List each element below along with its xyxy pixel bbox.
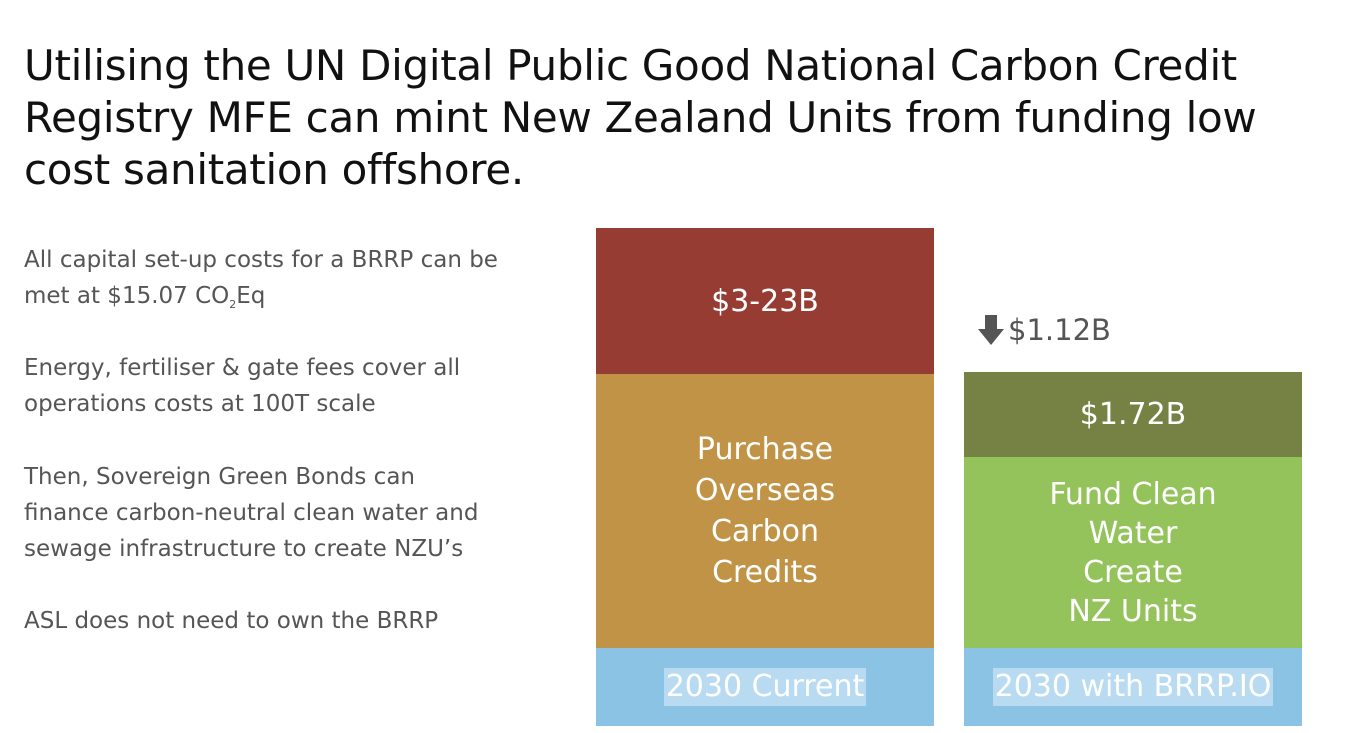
title-line-3: cost sanitation offshore. <box>24 145 524 194</box>
current-middle-text: Purchase Overseas Carbon Credits <box>695 429 835 593</box>
co2-subscript: 2 <box>229 298 237 311</box>
brrp-top-value: $1.72B <box>1079 397 1187 432</box>
brrp-base-label: 2030 with BRRP.IO <box>992 668 1274 706</box>
brrp-base-block: 2030 with BRRP.IO <box>964 648 1302 726</box>
brrp-middle-line-2: Water <box>1088 515 1178 551</box>
current-top-value: $3-23B <box>711 283 819 319</box>
point-1-line-1: All capital set-up costs for a BRRP can … <box>24 247 498 273</box>
point-2-line-1: Energy, fertiliser & gate fees cover all <box>24 355 461 381</box>
title-line-1: Utilising the UN Digital Public Good Nat… <box>24 41 1237 90</box>
point-3-line-2: finance carbon-neutral clean water and <box>24 500 479 526</box>
brrp-middle-line-1: Fund Clean <box>1049 476 1217 512</box>
point-3-line-1: Then, Sovereign Green Bonds can <box>24 464 415 490</box>
point-2-line-2: operations costs at 100T scale <box>24 391 376 417</box>
current-middle-line-3: Carbon <box>710 514 820 549</box>
slide-title: Utilising the UN Digital Public Good Nat… <box>24 40 1324 196</box>
current-middle-line-4: Credits <box>712 555 818 590</box>
title-line-2: Registry MFE can mint New Zealand Units … <box>24 93 1257 142</box>
point-3-line-3: sewage infrastructure to create NZU’s <box>24 536 464 562</box>
current-top-block: $3-23B <box>596 228 934 374</box>
current-middle-block: Purchase Overseas Carbon Credits <box>596 374 934 648</box>
reduction-value: $1.12B <box>1008 313 1111 347</box>
point-operations-costs: Energy, fertiliser & gate fees cover all… <box>24 350 584 422</box>
point-ownership: ASL does not need to own the BRRP <box>24 603 584 639</box>
current-base-label: 2030 Current <box>663 668 867 706</box>
point-1-line-2: met at $15.07 CO2Eq <box>24 278 584 323</box>
brrp-middle-block: Fund Clean Water Create NZ Units <box>964 457 1302 648</box>
down-arrow-icon <box>978 315 1004 345</box>
current-base-block: 2030 Current <box>596 648 934 726</box>
current-middle-line-1: Purchase <box>696 432 834 467</box>
point-capital-costs: All capital set-up costs for a BRRP can … <box>24 242 584 323</box>
brrp-middle-line-4: NZ Units <box>1068 593 1198 629</box>
point-1-line-2-text: met at $15.07 CO <box>24 283 230 309</box>
reduction-indicator: $1.12B <box>978 310 1111 350</box>
brrp-middle-line-3: Create <box>1083 554 1183 590</box>
point-green-bonds: Then, Sovereign Green Bonds can finance … <box>24 459 584 567</box>
current-middle-line-2: Overseas <box>694 473 836 508</box>
point-4-line-1: ASL does not need to own the BRRP <box>24 608 439 634</box>
point-1-line-2-suffix: Eq <box>236 283 266 309</box>
brrp-middle-text: Fund Clean Water Create NZ Units <box>1049 475 1216 631</box>
brrp-top-block: $1.72B <box>964 372 1302 457</box>
